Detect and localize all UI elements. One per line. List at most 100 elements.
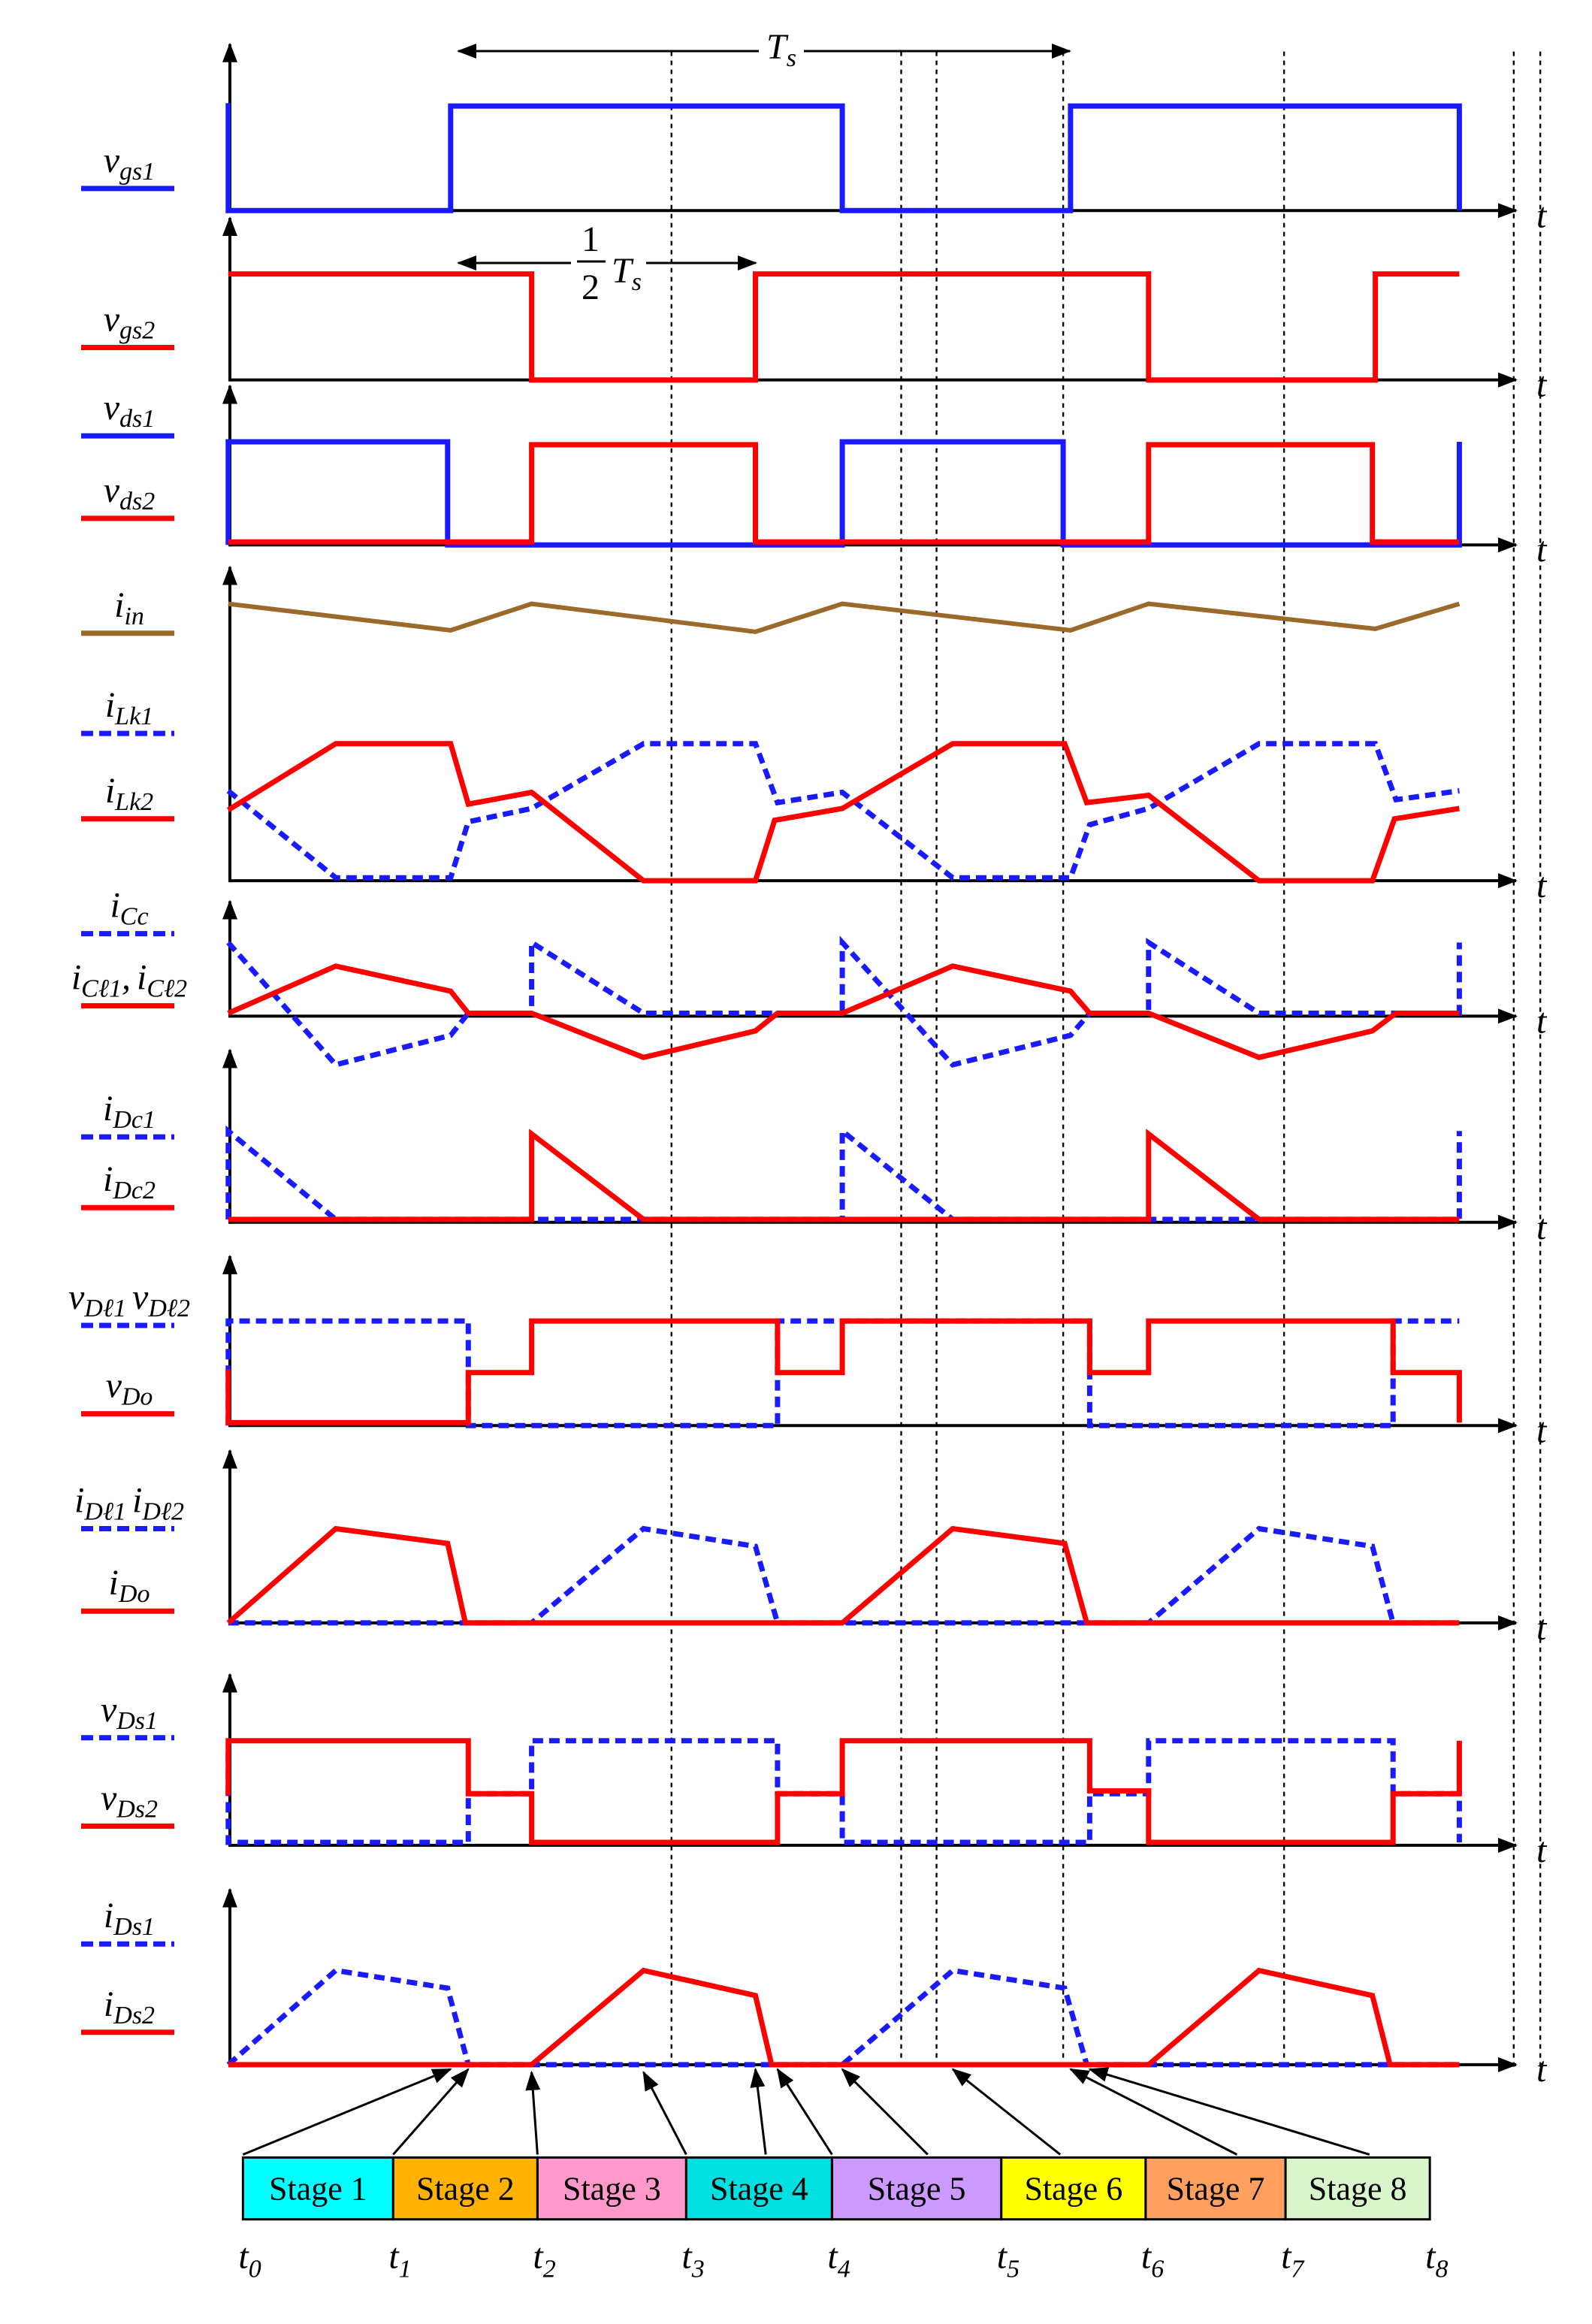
label-text-iin: iin <box>114 585 144 630</box>
stage-label-2: Stage 2 <box>416 2171 515 2208</box>
time-label-8: t8 <box>1425 2236 1448 2283</box>
stage-rect-4 <box>684 2156 833 2221</box>
stage-label-5: Stage 5 <box>868 2171 966 2208</box>
waveforms <box>225 103 1462 2068</box>
vds2-wave <box>228 442 1460 545</box>
label-text-vDℓ1: vDℓ1 vDℓ2 <box>68 1277 190 1322</box>
label-vDℓ1: vDℓ1 vDℓ2 <box>68 1277 190 1328</box>
label-text-iLk2: iLk2 <box>105 771 153 816</box>
t-axis-label-9: t <box>1536 2050 1548 2090</box>
label-vDs2: vDs2 <box>81 1778 174 1829</box>
time-label-2: t2 <box>533 2236 555 2283</box>
label-text-vDs1: vDs1 <box>101 1690 158 1735</box>
stage-pointer-4 <box>750 2067 767 2155</box>
stage-pointer-9 <box>1088 2067 1370 2156</box>
time-label-6: t6 <box>1141 2236 1164 2283</box>
vgs1-wave <box>225 103 1462 213</box>
label-iCℓ1: iCℓ1, iCℓ2 <box>71 958 187 1009</box>
stage-pointer-6 <box>841 2068 929 2156</box>
stage-box-7: Stage 7 <box>1144 2156 1287 2221</box>
time-label-3: t3 <box>681 2236 704 2283</box>
label-iLk2: iLk2 <box>81 771 174 822</box>
stage-box-1: Stage 1 <box>241 2156 394 2221</box>
stage-rect-2 <box>391 2156 539 2221</box>
stage-pointer-0 <box>242 2068 452 2156</box>
label-text-iCc: iCc <box>110 886 148 931</box>
label-iDc1: iDc1 <box>81 1089 174 1140</box>
period-annotations: Ts 1 2 Ts <box>457 27 1071 307</box>
stage-label-4: Stage 4 <box>710 2171 808 2208</box>
stage-bar: Stage 1 Stage 2 Stage 3 Stage 4 Stage 5 Stage… <box>238 2067 1449 2283</box>
time-label-1: t1 <box>388 2236 411 2283</box>
label-vDo: vDo <box>81 1366 174 1417</box>
iLk1-wave <box>226 741 1460 881</box>
stage-label-1: Stage 1 <box>269 2171 367 2208</box>
iCl-wave <box>227 963 1460 1060</box>
stage-box-3: Stage 3 <box>536 2156 687 2221</box>
t-axis-label-8: t <box>1536 1830 1548 1870</box>
label-iCc: iCc <box>81 886 174 937</box>
time-label-0: t0 <box>238 2236 261 2283</box>
half-Ts-symbol: Ts <box>612 251 642 296</box>
iDs1-wave <box>226 1967 1460 2068</box>
stage-box-6: Stage 6 <box>1000 2156 1147 2221</box>
stage-pointer-2 <box>525 2070 541 2155</box>
label-text-iLk1: iLk1 <box>105 685 153 730</box>
label-text-vDs2: vDs2 <box>101 1778 158 1823</box>
label-text-vgs2: vgs2 <box>104 300 156 345</box>
label-vds1: vds1 <box>81 388 174 439</box>
stage-rect-7 <box>1144 2156 1287 2221</box>
label-vgs1: vgs1 <box>81 141 174 192</box>
label-iDs2: iDs2 <box>81 1984 174 2035</box>
label-text-iDo: iDo <box>109 1563 150 1608</box>
stage-label-6: Stage 6 <box>1024 2171 1122 2208</box>
stage-pointer-3 <box>642 2071 687 2156</box>
iDc2-wave <box>228 1129 1460 1222</box>
label-text-vgs1: vgs1 <box>104 141 156 186</box>
label-text-iDℓ1: iDℓ1 iDℓ2 <box>74 1480 184 1525</box>
label-iDo: iDo <box>81 1563 174 1614</box>
stage-box-8: Stage 8 <box>1284 2156 1431 2221</box>
t-axis-label-4: t <box>1536 1001 1548 1041</box>
iLk2-wave <box>226 741 1460 884</box>
stage-pointer-7 <box>951 2068 1062 2156</box>
panel-axes: t t t t t t t t t t <box>222 42 1548 2090</box>
stage-label-8: Stage 8 <box>1309 2171 1407 2208</box>
stage-label-3: Stage 3 <box>563 2171 661 2208</box>
half-Ts-den: 2 <box>582 267 600 307</box>
stage-box-2: Stage 2 <box>391 2156 539 2221</box>
vgs2-wave <box>228 271 1460 383</box>
t-axis-label-6: t <box>1536 1410 1548 1450</box>
iCc-wave <box>226 935 1462 1068</box>
t-axis-label-0: t <box>1536 195 1548 235</box>
vDs2-wave <box>225 1738 1462 1845</box>
time-gridlines <box>670 51 1542 2068</box>
time-label-7: t7 <box>1281 2236 1305 2283</box>
Ts-label: Ts <box>766 27 796 72</box>
label-iDℓ1: iDℓ1 iDℓ2 <box>74 1480 184 1531</box>
stage-rect-1 <box>241 2156 394 2221</box>
stage-box-5: Stage 5 <box>830 2156 1003 2221</box>
label-text-iDs2: iDs2 <box>104 1984 155 2029</box>
stage-rect-5 <box>830 2156 1003 2221</box>
half-Ts-num: 1 <box>582 219 600 259</box>
label-vgs2: vgs2 <box>81 300 174 351</box>
t-axis-label-2: t <box>1536 530 1548 570</box>
iDl-wave <box>228 1525 1460 1626</box>
iDc1-wave <box>225 1125 1462 1222</box>
t-axis-label-1: t <box>1536 365 1548 405</box>
stage-pointer-5 <box>776 2068 833 2156</box>
time-label-4: t4 <box>827 2236 850 2283</box>
t-axis-label-7: t <box>1536 1608 1548 1648</box>
vDs1-wave <box>225 1738 1462 1845</box>
stage-rect-3 <box>536 2156 687 2221</box>
label-iLk1: iLk1 <box>81 685 174 736</box>
iDs2-wave <box>228 1967 1460 2068</box>
label-text-vds1: vds1 <box>104 388 156 433</box>
label-text-vds2: vds2 <box>104 470 156 515</box>
stage-pointer-8 <box>1069 2068 1238 2156</box>
vDo-wave <box>225 1318 1462 1425</box>
label-iDc2: iDc2 <box>81 1159 174 1210</box>
stage-box-4: Stage 4 <box>684 2156 833 2221</box>
label-text-iCℓ1: iCℓ1, iCℓ2 <box>71 958 187 1003</box>
